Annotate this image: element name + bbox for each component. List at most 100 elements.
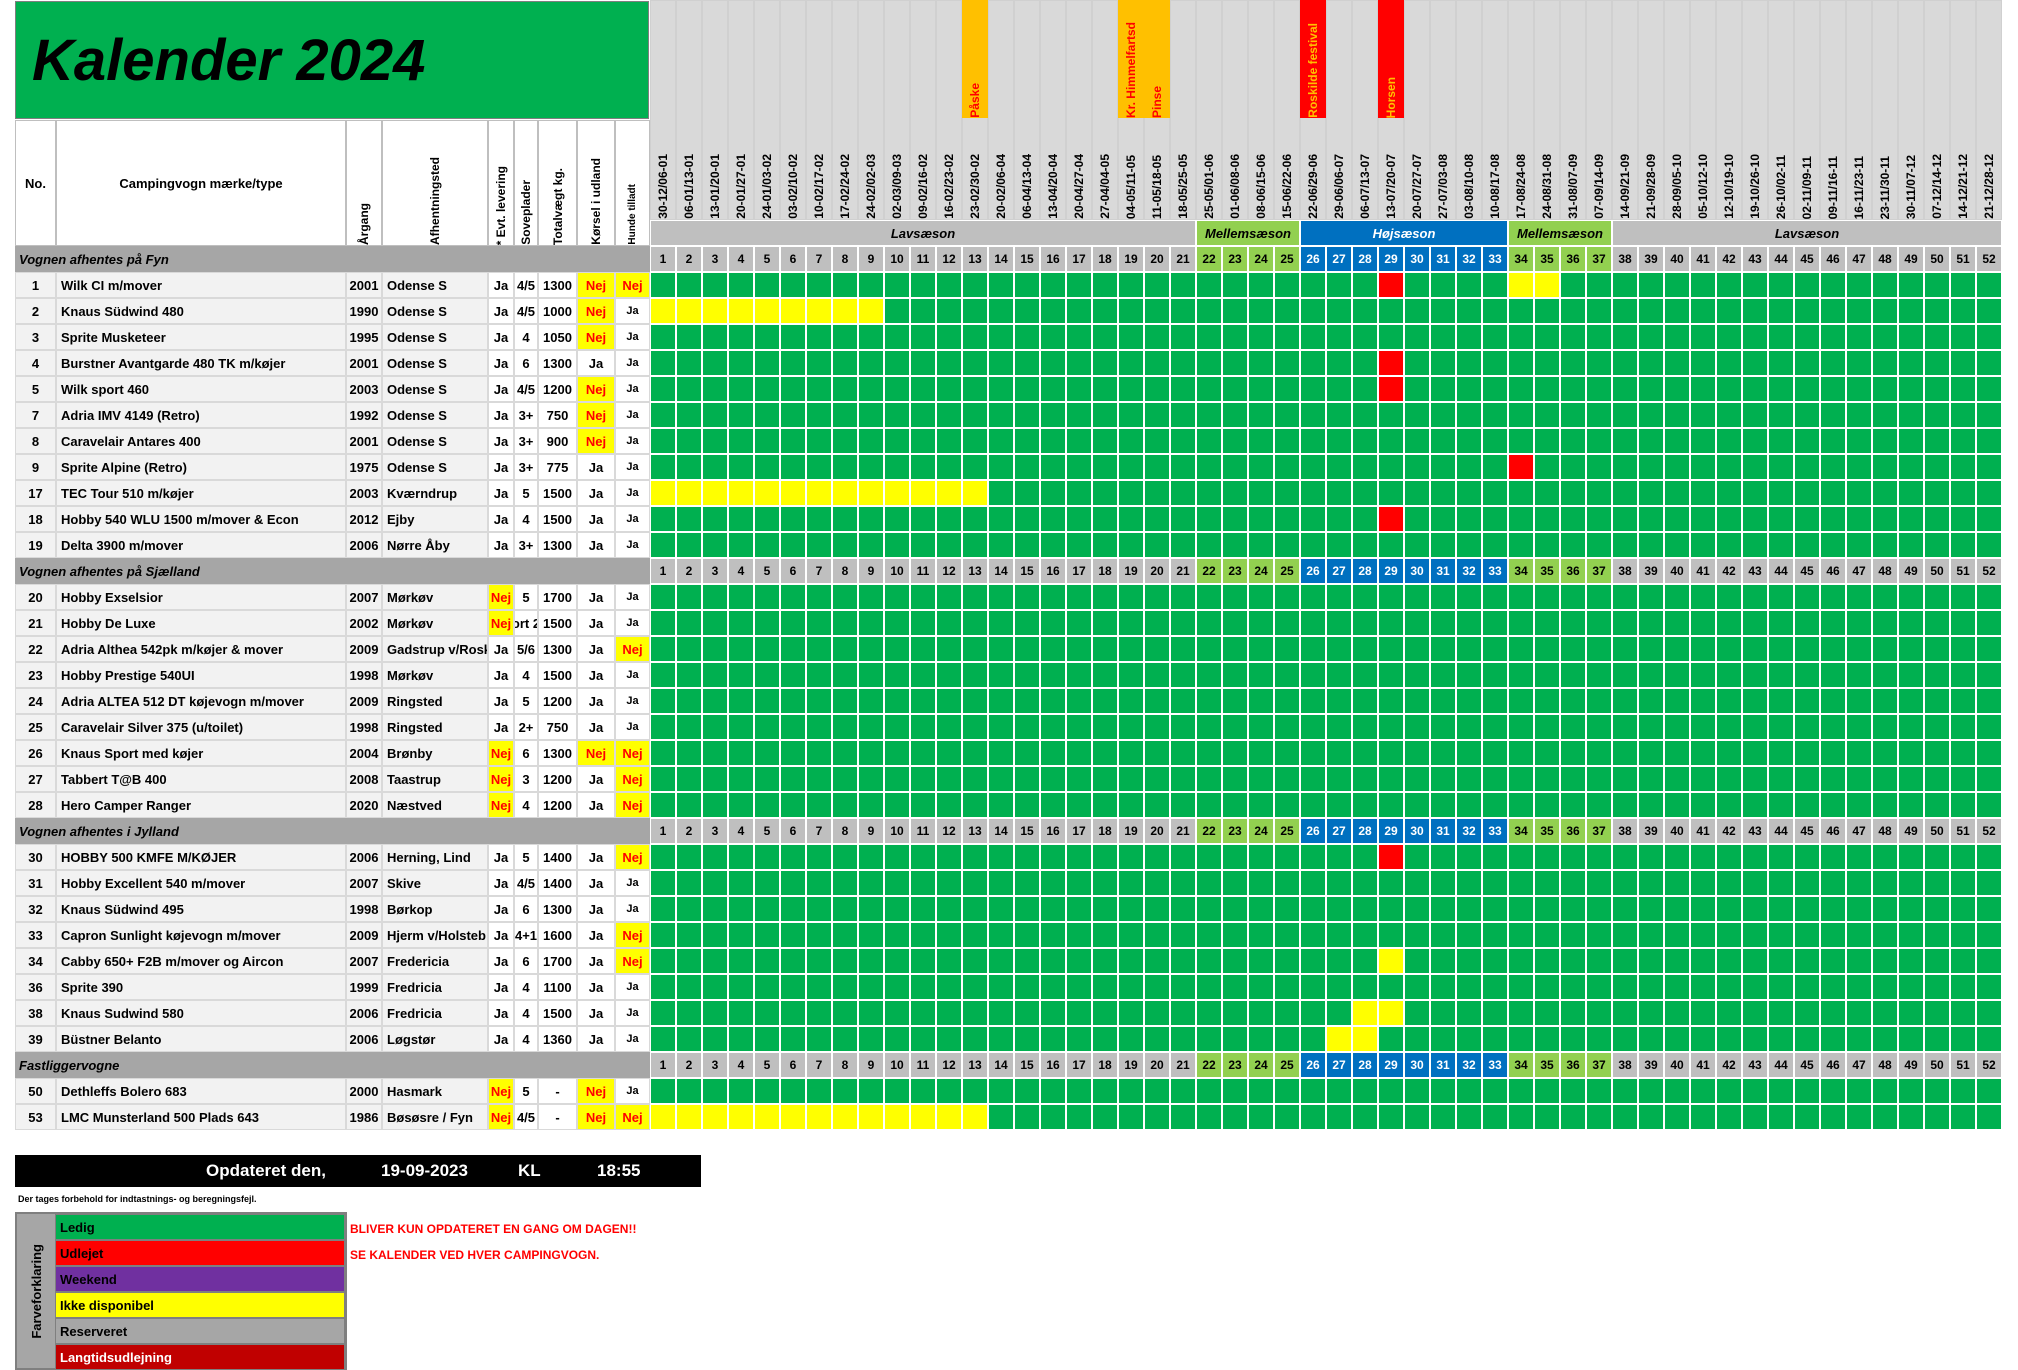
availability-cell[interactable] [832,1026,858,1052]
availability-cell[interactable] [1872,1000,1898,1026]
availability-cell[interactable] [1456,532,1482,558]
availability-cell[interactable] [1248,688,1274,714]
availability-cell[interactable] [858,792,884,818]
availability-cell[interactable] [1638,1000,1664,1026]
availability-cell[interactable] [1352,766,1378,792]
availability-cell[interactable] [962,766,988,792]
availability-cell[interactable] [780,688,806,714]
availability-cell[interactable] [1716,1078,1742,1104]
availability-cell[interactable] [858,480,884,506]
availability-cell[interactable] [910,740,936,766]
availability-cell[interactable] [1742,324,1768,350]
availability-cell[interactable] [1222,870,1248,896]
availability-cell[interactable] [1586,454,1612,480]
availability-cell[interactable] [1898,844,1924,870]
availability-cell[interactable] [832,1104,858,1130]
availability-cell[interactable] [1482,402,1508,428]
availability-cell[interactable] [702,662,728,688]
availability-cell[interactable] [858,454,884,480]
availability-cell[interactable] [1430,1078,1456,1104]
availability-cell[interactable] [1274,974,1300,1000]
availability-cell[interactable] [1274,688,1300,714]
availability-cell[interactable] [1898,948,1924,974]
availability-cell[interactable] [1482,428,1508,454]
availability-cell[interactable] [1664,922,1690,948]
availability-cell[interactable] [1690,636,1716,662]
availability-cell[interactable] [1560,844,1586,870]
availability-cell[interactable] [676,688,702,714]
availability-cell[interactable] [936,454,962,480]
availability-cell[interactable] [1300,844,1326,870]
availability-cell[interactable] [1014,376,1040,402]
availability-cell[interactable] [676,532,702,558]
availability-cell[interactable] [1300,376,1326,402]
availability-cell[interactable] [806,870,832,896]
availability-cell[interactable] [1560,1104,1586,1130]
availability-cell[interactable] [1404,1026,1430,1052]
availability-cell[interactable] [1118,974,1144,1000]
availability-cell[interactable] [1742,506,1768,532]
availability-cell[interactable] [988,1078,1014,1104]
availability-cell[interactable] [988,792,1014,818]
availability-cell[interactable] [936,480,962,506]
availability-cell[interactable] [1300,1000,1326,1026]
availability-cell[interactable] [754,298,780,324]
availability-cell[interactable] [1872,974,1898,1000]
availability-cell[interactable] [676,402,702,428]
availability-cell[interactable] [650,844,676,870]
availability-cell[interactable] [1820,896,1846,922]
availability-cell[interactable] [1014,844,1040,870]
availability-cell[interactable] [1014,948,1040,974]
availability-cell[interactable] [1950,428,1976,454]
availability-cell[interactable] [884,454,910,480]
availability-cell[interactable] [1950,1000,1976,1026]
availability-cell[interactable] [1170,766,1196,792]
availability-cell[interactable] [858,1000,884,1026]
availability-cell[interactable] [1040,740,1066,766]
availability-cell[interactable] [884,844,910,870]
availability-cell[interactable] [1430,324,1456,350]
availability-cell[interactable] [1534,948,1560,974]
availability-cell[interactable] [1196,610,1222,636]
availability-cell[interactable] [1898,636,1924,662]
availability-cell[interactable] [1092,480,1118,506]
availability-cell[interactable] [1196,532,1222,558]
availability-cell[interactable] [806,636,832,662]
availability-cell[interactable] [1274,1000,1300,1026]
availability-cell[interactable] [1014,688,1040,714]
availability-cell[interactable] [1170,844,1196,870]
availability-cell[interactable] [780,1104,806,1130]
availability-cell[interactable] [1508,298,1534,324]
availability-cell[interactable] [884,584,910,610]
availability-cell[interactable] [910,688,936,714]
availability-cell[interactable] [1820,974,1846,1000]
availability-cell[interactable] [1456,272,1482,298]
availability-cell[interactable] [1352,740,1378,766]
availability-cell[interactable] [1170,272,1196,298]
availability-cell[interactable] [1170,402,1196,428]
availability-cell[interactable] [1586,922,1612,948]
availability-cell[interactable] [1222,740,1248,766]
availability-cell[interactable] [780,922,806,948]
availability-cell[interactable] [1222,532,1248,558]
availability-cell[interactable] [1144,1026,1170,1052]
availability-cell[interactable] [1742,532,1768,558]
availability-cell[interactable] [1430,766,1456,792]
availability-cell[interactable] [728,272,754,298]
availability-cell[interactable] [650,428,676,454]
availability-cell[interactable] [1586,610,1612,636]
availability-cell[interactable] [988,298,1014,324]
availability-cell[interactable] [1196,272,1222,298]
availability-cell[interactable] [1872,402,1898,428]
availability-cell[interactable] [676,948,702,974]
availability-cell[interactable] [1144,350,1170,376]
availability-cell[interactable] [1040,948,1066,974]
availability-cell[interactable] [1430,662,1456,688]
availability-cell[interactable] [988,272,1014,298]
availability-cell[interactable] [962,896,988,922]
availability-cell[interactable] [1196,350,1222,376]
availability-cell[interactable] [962,376,988,402]
availability-cell[interactable] [1040,584,1066,610]
availability-cell[interactable] [1300,454,1326,480]
availability-cell[interactable] [1170,454,1196,480]
